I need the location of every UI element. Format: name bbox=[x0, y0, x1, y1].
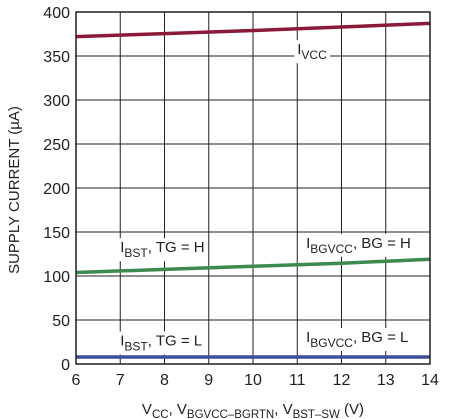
y-tick-label-2: 100 bbox=[43, 269, 70, 286]
label-bg-bgvcc_bgh bbox=[303, 233, 414, 257]
label-bg-vcc bbox=[294, 40, 331, 64]
x-tick-label-4: 10 bbox=[244, 372, 262, 389]
x-tick-label-8: 14 bbox=[421, 372, 439, 389]
y-tick-label-8: 400 bbox=[43, 5, 70, 22]
y-tick-label-3: 150 bbox=[43, 225, 70, 242]
series-label-bst_tgl: IBST, TG = L bbox=[120, 333, 202, 354]
x-tick-label-6: 12 bbox=[333, 372, 351, 389]
series-label-vcc: IVCC bbox=[297, 41, 327, 62]
x-tick-label-5: 11 bbox=[289, 372, 306, 389]
series-line-bst_high bbox=[75, 257, 431, 275]
y-axis-title: SUPPLY CURRENT (µA) bbox=[6, 106, 23, 274]
x-tick-labels: 6 7 8 9 10 11 12 13 14 bbox=[72, 372, 439, 389]
series-lines bbox=[75, 21, 431, 359]
label-bg-bst_tgl bbox=[117, 331, 206, 355]
y-tick-label-4: 200 bbox=[43, 181, 70, 198]
series-line-vcc bbox=[75, 21, 431, 39]
label-bg-bgvcc_bgl bbox=[303, 328, 412, 351]
grid-lines bbox=[75, 11, 431, 365]
y-tick-label-1: 50 bbox=[52, 313, 70, 330]
x-tick-label-0: 6 bbox=[72, 372, 81, 389]
label-bg-bst_tgh bbox=[117, 238, 208, 262]
y-tick-label-5: 250 bbox=[43, 137, 70, 154]
y-tick-label-6: 300 bbox=[43, 93, 70, 110]
series-label-bgvcc_bgl: IBGVCC, BG = L bbox=[306, 329, 408, 350]
series-label-bgvcc_bgh: IBGVCC, BG = H bbox=[306, 235, 411, 256]
x-tick-label-7: 13 bbox=[377, 372, 395, 389]
x-tick-label-3: 9 bbox=[204, 372, 213, 389]
y-tick-label-0: 0 bbox=[61, 357, 70, 374]
x-tick-label-1: 7 bbox=[116, 372, 125, 389]
x-tick-label-2: 8 bbox=[160, 372, 169, 389]
series-labels: IVCC IBST, TG = H IBGVCC, BG = H IBST, TG =… bbox=[117, 40, 414, 355]
y-tick-labels: 0 50 100 150 200 250 300 350 400 bbox=[43, 5, 70, 374]
series-label-bst_tgh: IBST, TG = H bbox=[120, 239, 204, 260]
y-tick-label-7: 350 bbox=[43, 49, 70, 66]
x-axis-title: VCC, VBGVCC–BGRTN, VBST–SW (V) bbox=[142, 401, 364, 419]
plot-frame bbox=[75, 11, 431, 365]
